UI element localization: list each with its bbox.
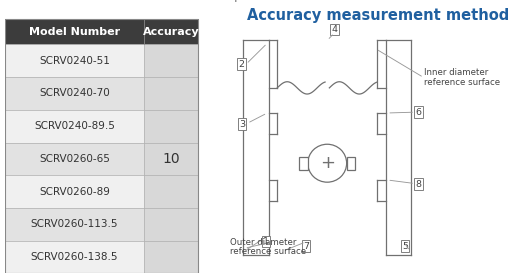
- Text: SCRV0260-138.5: SCRV0260-138.5: [31, 252, 118, 262]
- Text: +: +: [319, 154, 334, 172]
- Bar: [5, 208, 144, 241]
- Text: SCRV0240-89.5: SCRV0240-89.5: [34, 121, 115, 131]
- Bar: [299, 157, 307, 170]
- Bar: [5, 77, 144, 110]
- Text: Outer diameter: Outer diameter: [230, 238, 296, 247]
- Text: SCRV0260-89: SCRV0260-89: [39, 187, 110, 197]
- Bar: [346, 157, 354, 170]
- Bar: [5, 241, 144, 273]
- Text: 5: 5: [402, 242, 407, 251]
- Text: reference surface: reference surface: [423, 78, 499, 87]
- Text: SCRV0240-70: SCRV0240-70: [39, 88, 110, 98]
- Bar: [144, 110, 197, 143]
- Bar: [5, 44, 144, 77]
- Bar: [144, 44, 197, 77]
- Text: SCRV0260-113.5: SCRV0260-113.5: [31, 219, 118, 229]
- Bar: [144, 241, 197, 273]
- Text: 10: 10: [162, 152, 180, 166]
- Text: SCRV0240-51: SCRV0240-51: [39, 56, 110, 66]
- Text: Inner diameter: Inner diameter: [423, 68, 488, 77]
- Bar: [144, 208, 197, 241]
- Text: reference surface: reference surface: [230, 247, 305, 256]
- Bar: [144, 143, 197, 175]
- Text: 1: 1: [262, 237, 268, 246]
- Text: 6: 6: [415, 108, 421, 117]
- Bar: [5, 143, 144, 175]
- Text: Unit : μm: Unit : μm: [205, 0, 250, 2]
- Text: 3: 3: [239, 120, 245, 129]
- Bar: [5, 175, 144, 208]
- Bar: [5, 19, 197, 44]
- Text: Accuracy: Accuracy: [143, 27, 199, 37]
- Bar: [144, 77, 197, 110]
- Text: Model Number: Model Number: [29, 27, 120, 37]
- Text: SCRV0260-65: SCRV0260-65: [39, 154, 110, 164]
- Text: 4: 4: [331, 25, 336, 34]
- Text: 2: 2: [238, 60, 244, 69]
- Text: 7: 7: [302, 242, 308, 251]
- Bar: [5, 110, 144, 143]
- Bar: [5, 19, 197, 273]
- Text: 8: 8: [415, 180, 421, 189]
- Bar: [144, 175, 197, 208]
- Text: Accuracy measurement method: Accuracy measurement method: [247, 8, 508, 23]
